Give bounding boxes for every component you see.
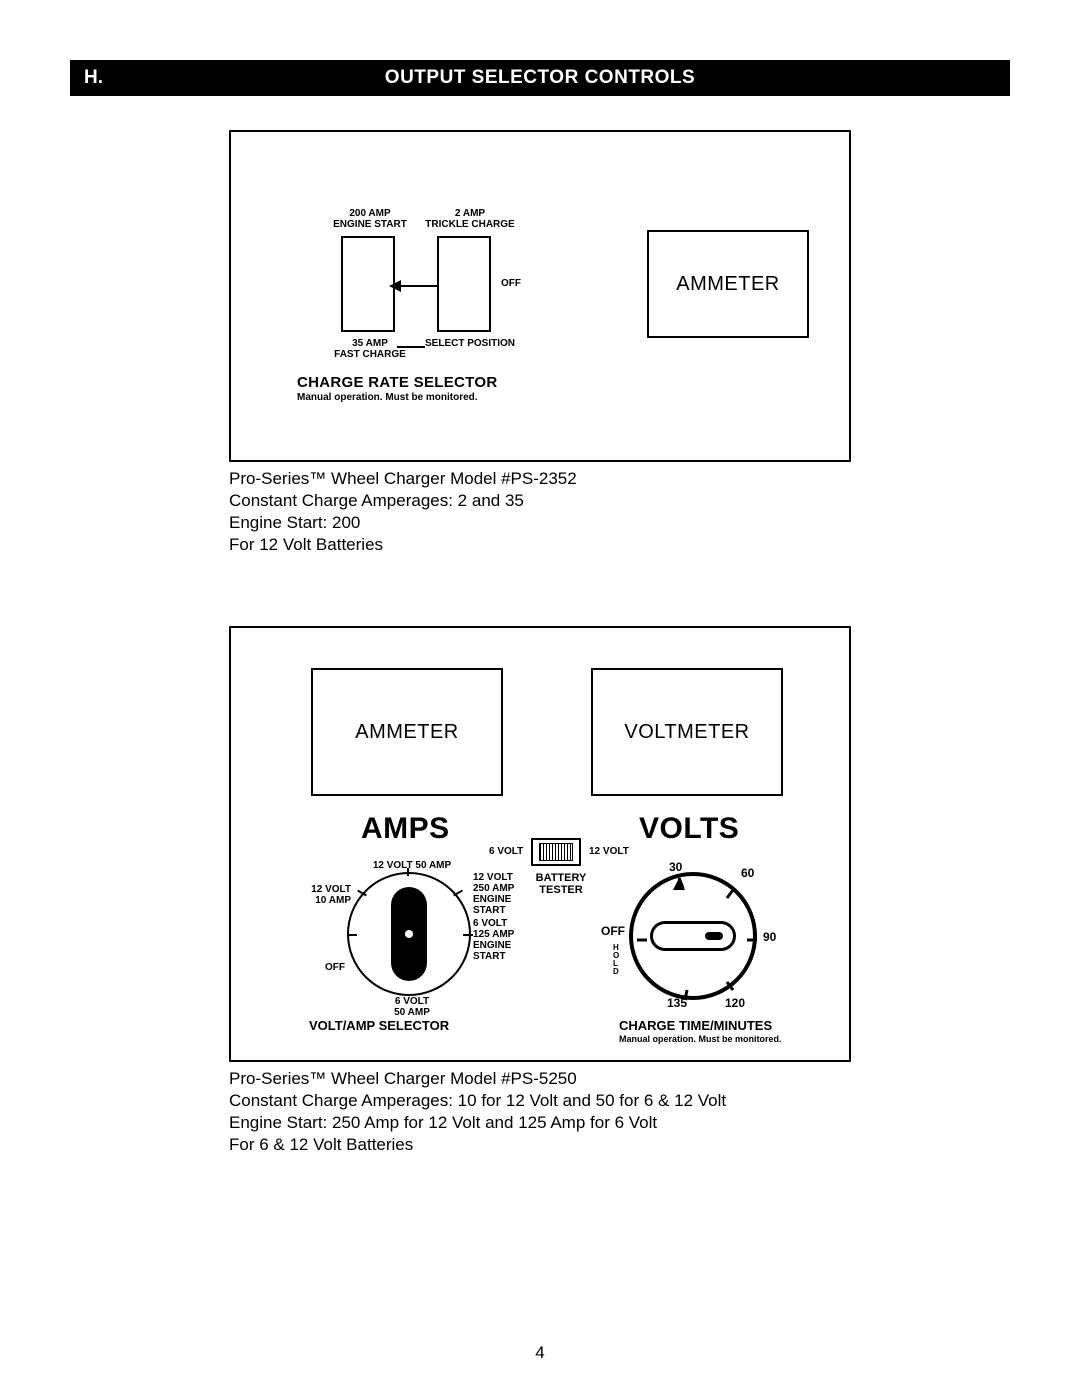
section-title: OUTPUT SELECTOR CONTROLS <box>84 67 996 89</box>
panel2: AMMETER VOLTMETER AMPS VOLTS 6 VOLT 12 V… <box>229 626 851 1062</box>
voltmeter-box: VOLTMETER <box>591 668 783 796</box>
knob2-ticks <box>629 872 765 1008</box>
voltmeter-label: VOLTMETER <box>624 721 749 744</box>
knob2-mark-90: 90 <box>763 930 776 944</box>
section-header: H. OUTPUT SELECTOR CONTROLS <box>70 60 1010 96</box>
desc1-line3: Engine Start: 200 <box>229 512 851 534</box>
ammeter-label: AMMETER <box>676 273 780 296</box>
desc1-line4: For 12 Volt Batteries <box>229 534 851 556</box>
switch2-off-label: OFF <box>501 278 521 289</box>
volt-amp-selector-title: VOLT/AMP SELECTOR <box>309 1018 449 1033</box>
knob1-tick <box>463 934 473 936</box>
desc2-line2: Constant Charge Amperages: 10 for 12 Vol… <box>229 1090 851 1112</box>
desc2-line3: Engine Start: 250 Amp for 12 Volt and 12… <box>229 1112 851 1134</box>
switch1-top-label: 200 AMPENGINE START <box>329 208 411 230</box>
desc2-line1: Pro-Series™ Wheel Charger Model #PS-5250 <box>229 1068 851 1090</box>
knob1-label-ul: 12 VOLT10 AMP <box>291 884 351 906</box>
panel2-description: Pro-Series™ Wheel Charger Model #PS-5250… <box>229 1068 851 1156</box>
knob1-dial <box>347 872 471 996</box>
section-letter: H. <box>84 67 103 89</box>
rocker-switch-1[interactable] <box>341 236 395 332</box>
charge-rate-title: CHARGE RATE SELECTOR <box>297 374 497 391</box>
knob2-hold-label: HOLD <box>613 944 621 976</box>
rocker-switch-2[interactable] <box>437 236 491 332</box>
switch2-bottom-label: SELECT POSITION <box>425 338 525 349</box>
charge-rate-subtitle: Manual operation. Must be monitored. <box>297 392 478 403</box>
knob1-label-bot: 6 VOLT50 AMP <box>357 996 467 1018</box>
desc2-line4: For 6 & 12 Volt Batteries <box>229 1134 851 1156</box>
amps-heading: AMPS <box>361 812 450 846</box>
panel1: 200 AMPENGINE START 2 AMPTRICKLE CHARGE … <box>229 130 851 462</box>
charge-time-title: CHARGE TIME/MINUTES <box>619 1018 772 1033</box>
switch1-bottom-label: 35 AMPFAST CHARGE <box>329 338 411 360</box>
battery-6v-label: 6 VOLT <box>489 846 523 857</box>
knob2-off-label: OFF <box>601 924 625 938</box>
panel1-wrap: 200 AMPENGINE START 2 AMPTRICKLE CHARGE … <box>229 130 851 1156</box>
ammeter-box-2: AMMETER <box>311 668 503 796</box>
knob1-label-ur: 12 VOLT250 AMPENGINESTART <box>473 872 543 916</box>
ammeter-box: AMMETER <box>647 230 809 338</box>
page-number: 4 <box>0 1343 1080 1363</box>
desc1-line1: Pro-Series™ Wheel Charger Model #PS-2352 <box>229 468 851 490</box>
desc1-line2: Constant Charge Amperages: 2 and 35 <box>229 490 851 512</box>
battery-tester-rocker <box>539 843 573 861</box>
knob1-pointer <box>391 887 427 981</box>
volts-heading: VOLTS <box>639 812 739 846</box>
knob1-tick <box>407 868 409 876</box>
switch2-top-label: 2 AMPTRICKLE CHARGE <box>425 208 515 230</box>
knob1-label-off: OFF <box>301 962 345 973</box>
ammeter-label-2: AMMETER <box>355 721 459 744</box>
panel1-description: Pro-Series™ Wheel Charger Model #PS-2352… <box>229 468 851 556</box>
knob1-label-lr: 6 VOLT125 AMPENGINESTART <box>473 918 543 962</box>
volt-amp-selector-knob[interactable] <box>347 872 471 996</box>
arrow-icon <box>389 278 437 294</box>
knob1-label-top: 12 VOLT 50 AMP <box>357 860 467 871</box>
battery-12v-label: 12 VOLT <box>589 846 629 857</box>
charge-time-subtitle: Manual operation. Must be monitored. <box>619 1034 782 1044</box>
connector-line <box>397 346 425 348</box>
knob1-tick <box>347 934 357 936</box>
